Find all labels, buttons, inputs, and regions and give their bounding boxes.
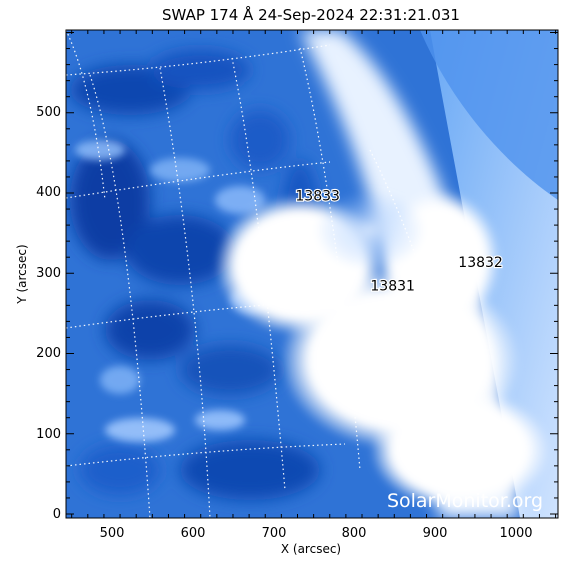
y-tick-label: 100 (36, 427, 61, 442)
active-region-label: 13832 (458, 255, 503, 271)
x-tick-label: 700 (262, 526, 287, 541)
active-region-label: 13831 (370, 278, 415, 294)
x-tick-label: 500 (100, 526, 125, 541)
y-tick-label: 300 (36, 266, 61, 281)
x-tick-label: 900 (423, 526, 448, 541)
y-tick-label: 200 (36, 346, 61, 361)
y-axis-label: Y (arcsec) (15, 244, 29, 304)
y-tick-label: 500 (36, 105, 61, 120)
x-tick-label: 1000 (499, 526, 532, 541)
active-region-labels: 13833 13832 13831 (294, 187, 504, 295)
axis-tickmarks (66, 30, 558, 518)
y-tick-label: 400 (36, 185, 61, 200)
x-tick-label: 600 (181, 526, 206, 541)
x-tick-labels: 500 600 700 800 900 1000 (100, 526, 533, 541)
plot-frame (65, 29, 559, 519)
x-axis-label: X (arcsec) (281, 542, 341, 556)
y-tick-label: 0 (53, 507, 61, 522)
plot-title: SWAP 174 Å 24-Sep-2024 22:31:21.031 (162, 5, 460, 24)
y-tick-labels: 0 100 200 300 400 500 (36, 105, 61, 522)
solar-image (66, 30, 558, 518)
x-tick-label: 800 (342, 526, 367, 541)
active-region-label: 13833 (295, 188, 340, 204)
solarmonitor-watermark: SolarMonitor.org (387, 490, 543, 512)
heliographic-grid (66, 30, 431, 518)
